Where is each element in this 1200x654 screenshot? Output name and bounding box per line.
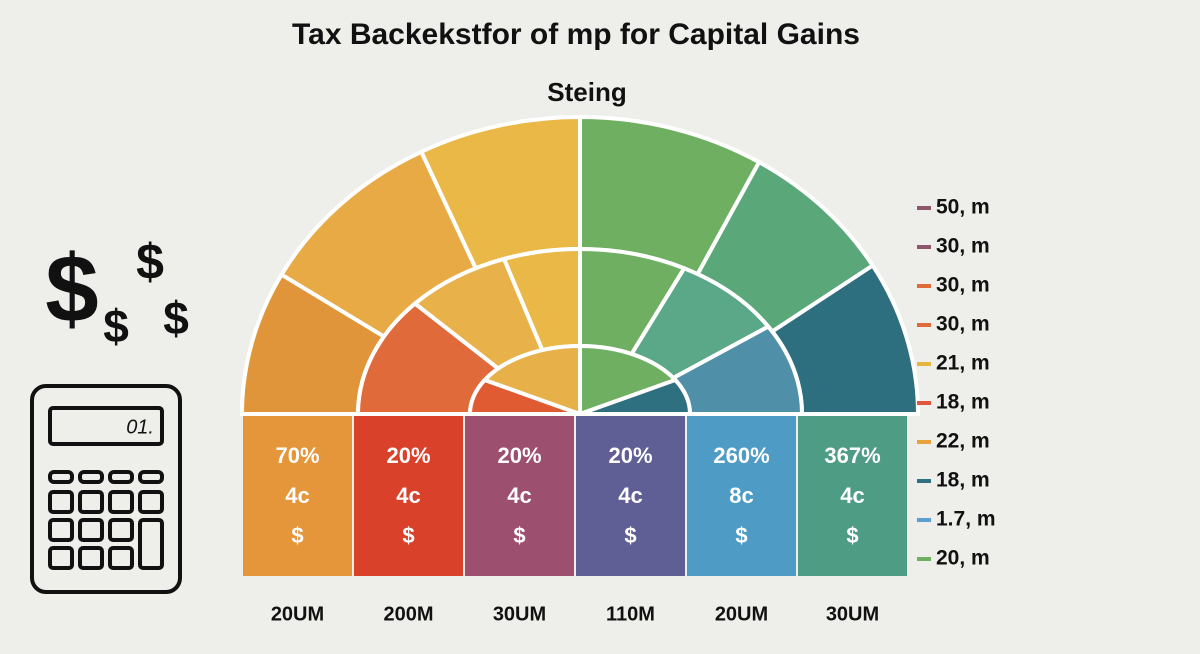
calculator-icon [30, 384, 182, 594]
bracket-amount: 8c [729, 483, 753, 508]
dollar-icon: $ [45, 235, 98, 342]
bracket-percent: 260% [713, 443, 769, 468]
bracket-amount: 4c [507, 483, 531, 508]
bracket-box [687, 416, 796, 576]
legend-label: 22, m [936, 430, 990, 453]
bracket-box [576, 416, 685, 576]
bracket-label: 20UM [271, 603, 324, 625]
bracket-label: 30UM [493, 603, 546, 625]
bracket-percent: 20% [386, 443, 430, 468]
bracket-symbol: $ [513, 523, 525, 548]
fan-wedge [579, 377, 693, 416]
dollar-icon: $ [103, 300, 129, 352]
bracket-amount: 4c [840, 483, 864, 508]
title: Tax Backekstfor of mp for Capital Gains [292, 18, 860, 51]
legend-label: 20, m [936, 547, 990, 570]
bracket-percent: 20% [497, 443, 541, 468]
legend-label: 50, m [936, 196, 990, 219]
bracket-box [243, 416, 352, 576]
bracket-symbol: $ [624, 523, 636, 548]
bracket-label: 20UM [715, 603, 768, 625]
legend-label: 30, m [936, 313, 990, 336]
bracket-amount: 4c [396, 483, 420, 508]
bracket-percent: 367% [824, 443, 880, 468]
bracket-percent: 20% [608, 443, 652, 468]
bracket-label: 110M [606, 603, 655, 625]
bracket-symbol: $ [846, 523, 858, 548]
legend-label: 18, m [936, 391, 990, 414]
subtitle: Steing [547, 77, 626, 107]
bracket-box [798, 416, 907, 576]
fan [239, 114, 921, 417]
legend-label: 21, m [936, 352, 990, 375]
bracket-label: 200M [383, 603, 433, 625]
dollar-icon: $ [163, 292, 189, 344]
legend-label: 30, m [936, 274, 990, 297]
bracket-symbol: $ [402, 523, 414, 548]
legend-label: 30, m [936, 235, 990, 258]
bracket-amount: 4c [285, 483, 309, 508]
bracket-box [354, 416, 463, 576]
dollar-icon: $ [136, 234, 164, 290]
bracket-symbol: $ [735, 523, 747, 548]
bracket-percent: 70% [275, 443, 319, 468]
legend-label: 18, m [936, 469, 990, 492]
legend-label: 1.7, m [936, 508, 996, 531]
calculator-display: 01. [126, 416, 154, 438]
bracket-box [465, 416, 574, 576]
bracket-amount: 4c [618, 483, 642, 508]
bracket-symbol: $ [291, 523, 303, 548]
bracket-label: 30UM [826, 603, 879, 625]
